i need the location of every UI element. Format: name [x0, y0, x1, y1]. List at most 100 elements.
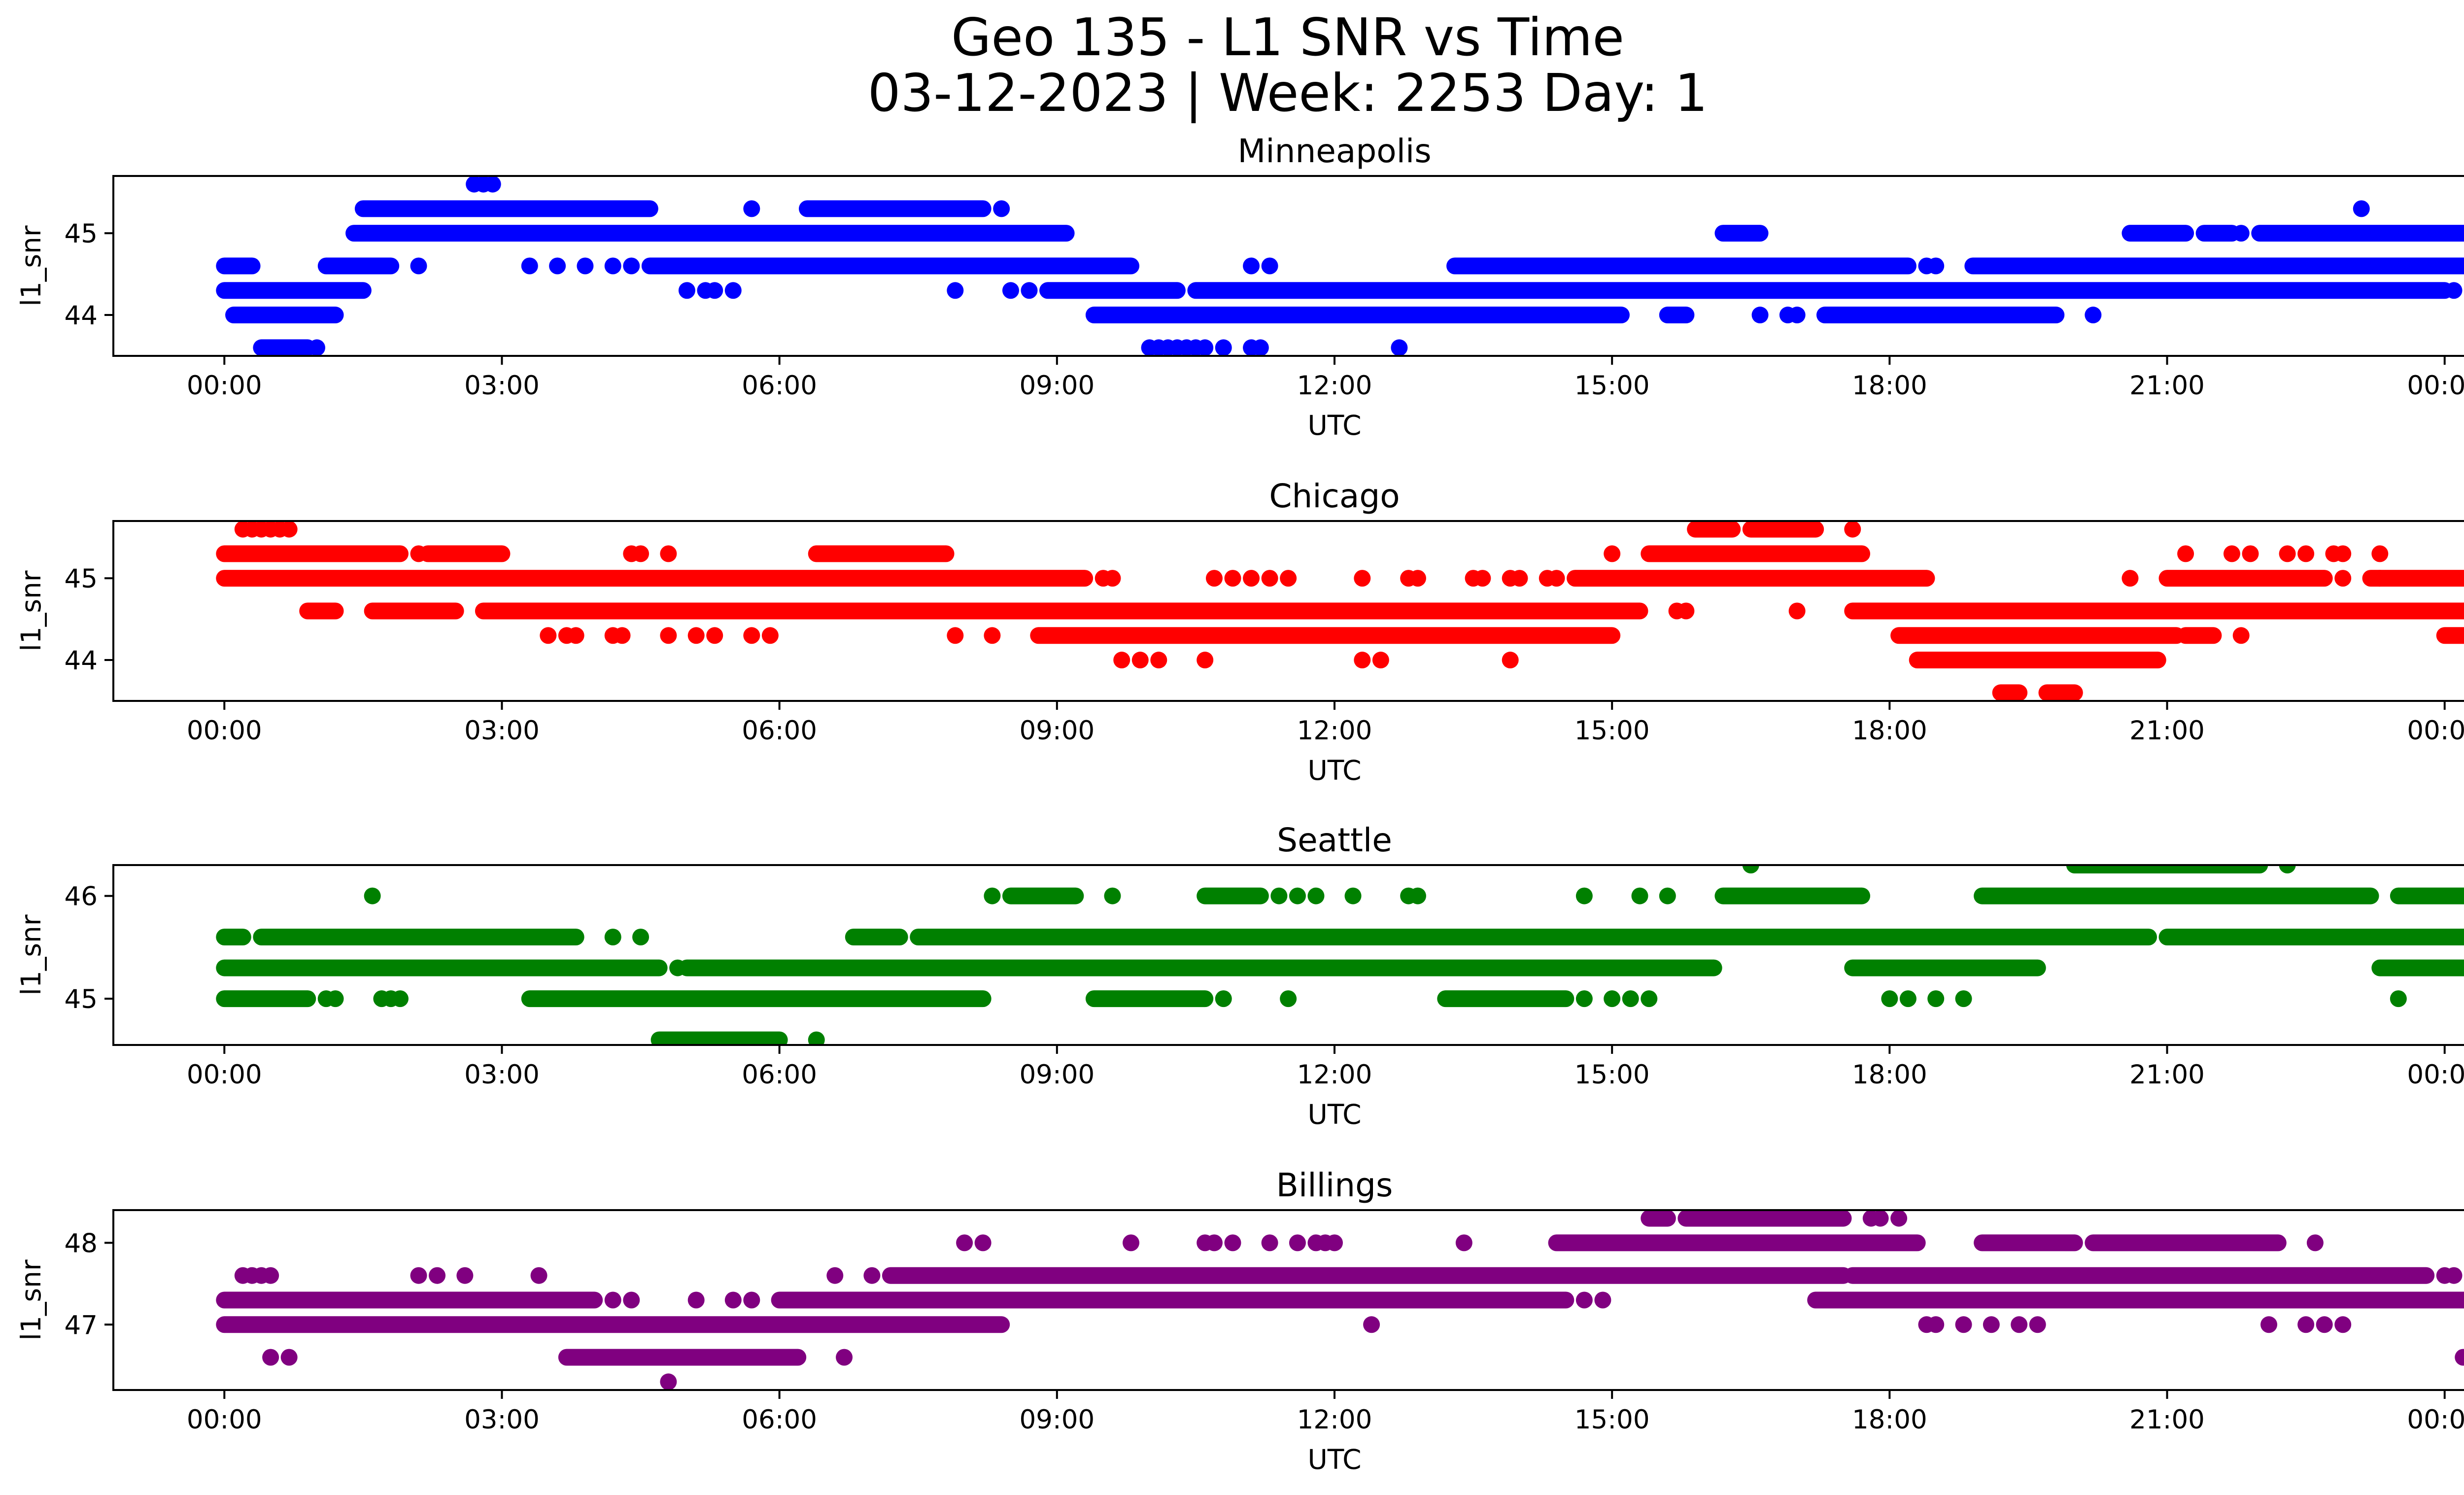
x-tick-label: 09:00	[1019, 1405, 1095, 1435]
x-tick-label: 18:00	[1852, 1060, 1927, 1090]
subplot-title: Minneapolis	[1237, 132, 1431, 170]
data-point	[391, 990, 409, 1008]
data-point	[1890, 1210, 1908, 1227]
data-point	[1604, 545, 1621, 562]
data-point	[632, 545, 650, 562]
data-point	[2371, 545, 2389, 562]
data-point	[1002, 282, 1019, 299]
data-point	[808, 1031, 825, 1045]
x-tick-label: 00:00	[2407, 716, 2464, 746]
y-tick-label: 47	[65, 1310, 98, 1340]
data-point	[1575, 887, 1593, 904]
subplot-title: Chicago	[1269, 477, 1400, 515]
data-point	[1131, 652, 1149, 669]
x-axis-label: UTC	[1307, 410, 1361, 441]
data-point	[660, 627, 677, 644]
data-point	[706, 282, 723, 299]
data-point	[2445, 1267, 2463, 1284]
data-point	[1641, 990, 1658, 1008]
data-point	[1927, 257, 1945, 275]
data-point	[1659, 887, 1676, 904]
data-point	[1197, 339, 1214, 356]
data-point	[2011, 1316, 2028, 1333]
data-point	[1455, 1234, 1472, 1252]
subplot-seattle: Seattle 00:00 03:00 06:00 09:00 12:00 15:00 18:…	[15, 821, 2464, 1130]
x-tick-label: 12:00	[1297, 371, 1372, 401]
data-point	[1224, 570, 1241, 587]
data-point	[1197, 652, 1214, 669]
data-point	[2390, 990, 2407, 1008]
scatter-points	[216, 176, 2464, 356]
data-point	[1409, 887, 1426, 904]
x-tick-label: 12:00	[1297, 716, 1372, 746]
data-point	[567, 627, 584, 644]
data-point	[1881, 990, 1898, 1008]
subplot-billings: Billings 00:00 03:00 06:00 09:00 12:00 15:00 18…	[15, 1166, 2464, 1475]
data-point	[678, 282, 695, 299]
subplot-title: Seattle	[1277, 821, 1392, 859]
data-point	[956, 1234, 973, 1252]
x-tick-label: 06:00	[742, 716, 817, 746]
data-point	[1631, 887, 1648, 904]
data-point	[2445, 282, 2463, 299]
data-point	[836, 1349, 853, 1366]
data-point	[1751, 307, 1769, 324]
y-tick-label: 46	[65, 882, 98, 912]
data-point	[1215, 990, 1232, 1008]
data-point	[743, 627, 760, 644]
data-point	[2334, 570, 2352, 587]
y-axis-label: l1_snr	[15, 1259, 47, 1340]
data-point	[1261, 257, 1278, 275]
data-point	[2223, 545, 2240, 562]
x-tick-label: 15:00	[1574, 1060, 1650, 1090]
data-point	[632, 929, 650, 945]
data-point	[1326, 1234, 1343, 1252]
data-point	[1289, 887, 1306, 904]
data-point	[660, 545, 677, 562]
data-point	[410, 1267, 427, 1284]
data-point	[2029, 1316, 2046, 1333]
y-axis-label: l1_snr	[15, 225, 47, 306]
data-point	[604, 257, 621, 275]
data-point	[521, 257, 538, 275]
scatter-points	[216, 865, 2464, 1045]
x-tick-label: 03:00	[464, 371, 540, 401]
data-point	[2085, 307, 2102, 324]
data-point	[724, 282, 742, 299]
data-point	[530, 1267, 548, 1284]
data-point	[1511, 570, 1528, 587]
x-tick-label: 00:00	[2407, 1405, 2464, 1435]
data-point	[706, 627, 723, 644]
data-point	[947, 282, 964, 299]
subplots: Minneapolis 00:00 03:00 06:00 09:00 12:00 15:0…	[15, 132, 2464, 1475]
x-tick-label: 03:00	[464, 1060, 540, 1090]
x-tick-label: 03:00	[464, 1405, 540, 1435]
data-point	[614, 627, 631, 644]
x-axis-label: UTC	[1307, 1099, 1361, 1130]
x-tick-label: 21:00	[2129, 1405, 2205, 1435]
data-point	[1215, 339, 1232, 356]
data-point	[2455, 1349, 2464, 1366]
x-tick-label: 00:00	[187, 371, 262, 401]
data-point	[1844, 521, 1861, 538]
data-point	[1280, 990, 1297, 1008]
data-point	[262, 1349, 279, 1366]
x-tick-label: 06:00	[742, 1060, 817, 1090]
data-point	[1104, 570, 1121, 587]
data-point	[1372, 652, 1389, 669]
data-point	[826, 1267, 844, 1284]
subplot-title: Billings	[1276, 1166, 1393, 1204]
data-point	[1363, 1316, 1380, 1333]
data-point	[743, 200, 760, 217]
data-point	[1575, 1291, 1593, 1309]
scatter-points	[216, 1210, 2464, 1390]
x-tick-label: 03:00	[464, 716, 540, 746]
data-point	[2177, 545, 2194, 562]
data-point	[660, 1373, 677, 1390]
data-point	[1261, 570, 1278, 587]
data-point	[761, 627, 779, 644]
data-point	[1622, 929, 1639, 945]
data-point	[1502, 929, 1519, 945]
data-point	[1575, 990, 1593, 1008]
